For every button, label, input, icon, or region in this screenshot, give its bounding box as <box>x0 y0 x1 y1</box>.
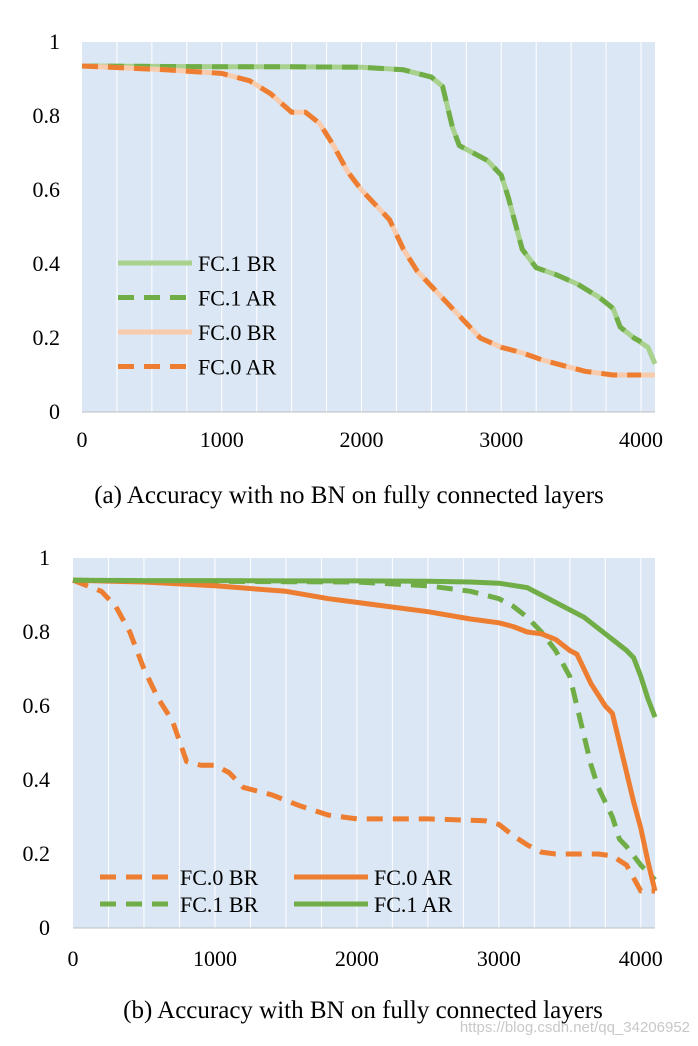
y-tick-label: 0.8 <box>33 103 61 128</box>
x-tick-label: 3000 <box>479 427 523 452</box>
legend: FC.1 BR FC.1 AR FC.0 BR FC.0 AR <box>118 251 277 380</box>
x-tick-label: 1000 <box>193 946 237 971</box>
x-tick-label: 2000 <box>340 427 384 452</box>
y-tick-label: 0 <box>39 915 50 940</box>
legend-label: FC.1 BR <box>198 251 277 276</box>
x-tick-label: 3000 <box>477 946 521 971</box>
series-line-fc-0-ar <box>81 63 641 378</box>
y-tick-label: 1 <box>39 545 50 570</box>
plot-area <box>82 42 655 412</box>
plot-area <box>73 558 655 928</box>
x-tick-label: 4000 <box>619 427 663 452</box>
y-tick-label: 1 <box>49 29 60 54</box>
y-tick-label: 0.2 <box>23 841 51 866</box>
x-tick-label: 1000 <box>200 427 244 452</box>
y-tick-label: 0.4 <box>23 767 51 792</box>
series-line-fc-1-ar <box>81 63 643 344</box>
x-tick-label: 4000 <box>619 946 663 971</box>
caption-b: (b) Accuracy with BN on fully connected … <box>123 997 603 1024</box>
x-tick-label: 0 <box>68 946 79 971</box>
y-tick-label: 0.8 <box>23 619 51 644</box>
legend-label: FC.1 AR <box>198 286 277 311</box>
y-tick-label: 0.6 <box>23 693 51 718</box>
legend-label: FC.1 BR <box>180 892 259 917</box>
y-tick-label: 0.2 <box>33 325 61 350</box>
watermark-text: https://blog.csdn.net/qq_34206952 <box>460 1019 690 1036</box>
legend-label: FC.0 AR <box>374 865 453 890</box>
y-tick-label: 0.6 <box>33 177 61 202</box>
y-tick-label: 0 <box>49 399 60 424</box>
legend-label: FC.0 BR <box>180 865 259 890</box>
y-tick-label: 0.4 <box>33 251 61 276</box>
legend-label: FC.0 AR <box>198 355 277 380</box>
legend-label: FC.0 BR <box>198 320 277 345</box>
x-tick-label: 0 <box>77 427 88 452</box>
series-line-fc-0-ar <box>72 577 658 892</box>
x-tick-label: 2000 <box>335 946 379 971</box>
caption-a: (a) Accuracy with no BN on fully connect… <box>94 482 604 509</box>
legend-label: FC.1 AR <box>374 892 453 917</box>
series-line-fc-0-br <box>72 577 655 894</box>
series-line-fc-1-ar <box>72 577 658 718</box>
